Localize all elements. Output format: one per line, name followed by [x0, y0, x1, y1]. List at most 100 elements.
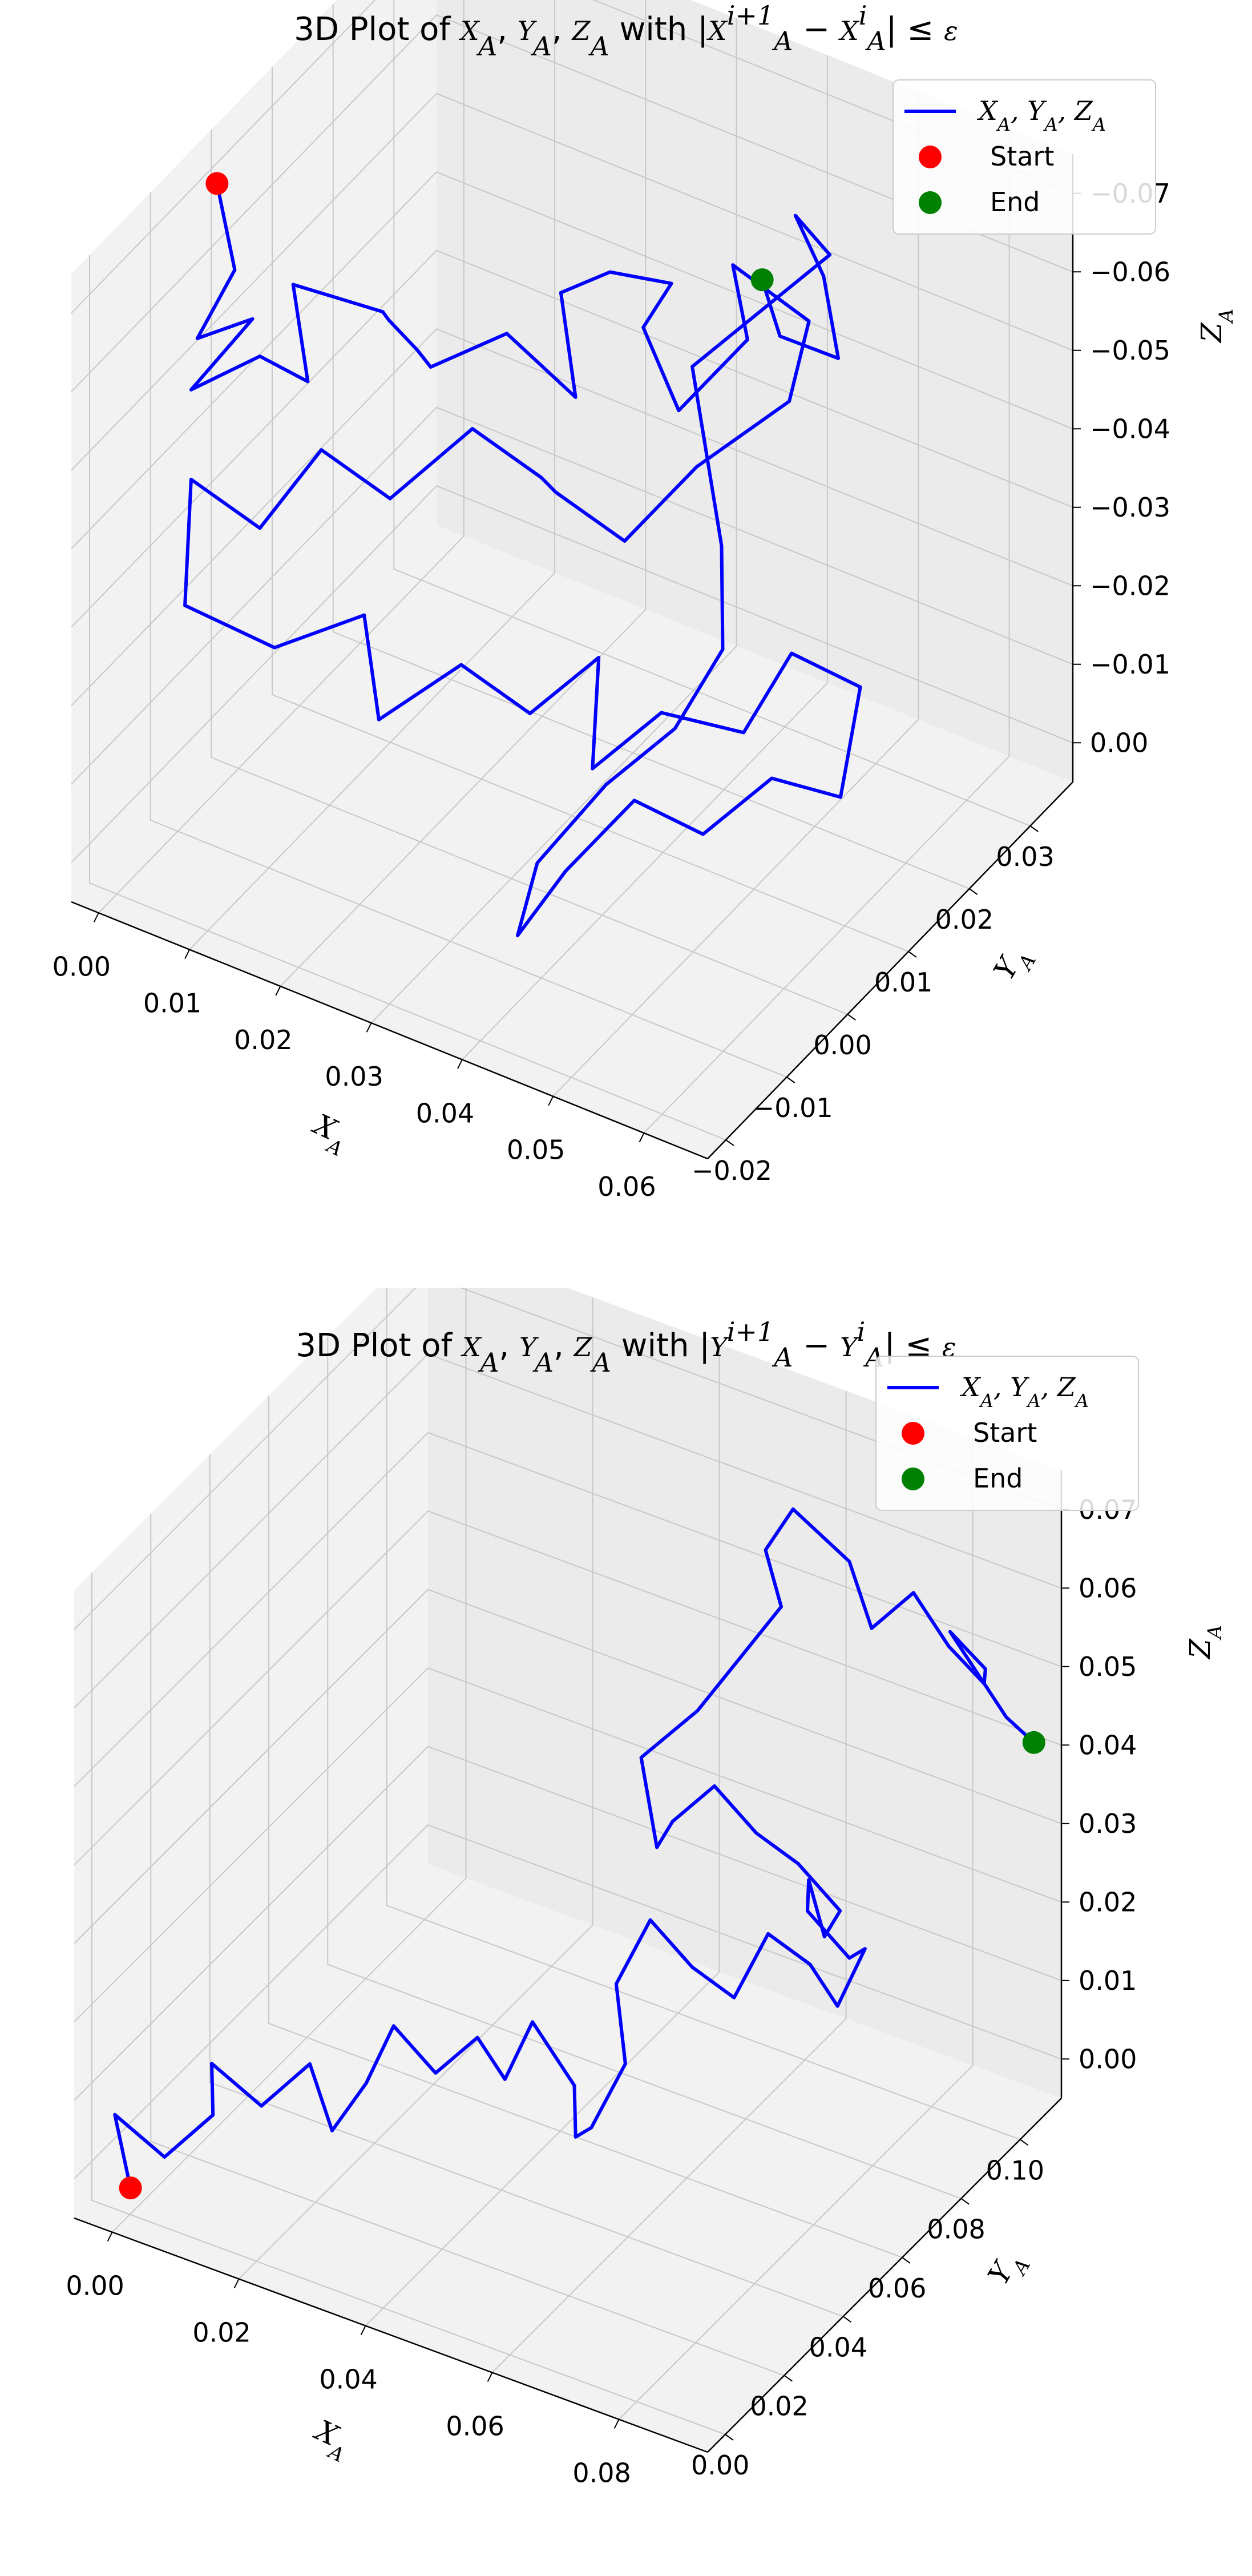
legend-label-end: End [973, 1463, 1023, 1494]
y-axis-label: YA [982, 2245, 1035, 2295]
grid-x-0 [111, 1288, 467, 2233]
z-axis-label: ZA [1184, 1625, 1226, 1660]
x-tick-label-2: 0.04 [319, 2364, 377, 2395]
grid-y-3 [272, 67, 909, 952]
series-line [113, 1507, 1035, 2188]
y-tick-mark-3 [908, 951, 917, 958]
grid-y-2 [211, 130, 848, 1015]
y-tick-label-3: 0.06 [868, 2273, 926, 2304]
x-tick-label-5: 0.05 [507, 1135, 565, 1166]
grid-y-4 [327, 1336, 962, 2199]
axis-lines [74, 1470, 1063, 2453]
grid-x-1 [189, 0, 556, 950]
x-tick-mark-0 [107, 2232, 113, 2242]
z-tick-label-5: −0.05 [1090, 335, 1170, 366]
grid-z-1 [74, 1745, 1062, 2101]
legend-end-swatch [902, 1468, 924, 1490]
x-axis-line [71, 901, 708, 1160]
y-tick-label-0: 0.00 [691, 2450, 749, 2481]
y-tick-mark-5 [1020, 2139, 1029, 2146]
legend-box [892, 79, 1156, 235]
end-marker [750, 268, 774, 292]
y-tick-label-3: 0.01 [874, 967, 932, 998]
legend-box [875, 1356, 1139, 1511]
start-marker [205, 172, 229, 195]
y-tick-mark-1 [786, 1077, 795, 1083]
back-pane-yz [71, 0, 437, 902]
legend: XA, YA, ZA Start End [892, 79, 1156, 235]
y-tick-label-1: −0.01 [753, 1093, 833, 1123]
grid-x-2 [365, 1344, 720, 2327]
z-tick-label-6: 0.06 [1079, 1573, 1137, 1603]
grid-y-0 [91, 1573, 726, 2435]
chart-title: 3D Plot of XA, YA, ZA with |Xi+1A − XiA|… [294, 0, 958, 62]
legend: XA, YA, ZA Start End [875, 1356, 1139, 1511]
grid-z-2 [71, 328, 1073, 706]
grid-y-5 [393, 0, 1031, 827]
legend-label-start: Start [973, 1417, 1037, 1448]
y-tick-label-4: 0.02 [935, 904, 993, 935]
x-tick-mark-0 [93, 912, 99, 922]
y-tick-label-2: 0.04 [809, 2332, 867, 2363]
legend-label-series: XA, YA, ZA [977, 95, 1106, 135]
x-tick-mark-5 [548, 1096, 554, 1106]
y-tick-label-4: 0.08 [927, 2214, 985, 2245]
chart-2-svg: 0.000.020.040.060.08 0.000.020.040.060.08… [66, 1288, 1226, 2489]
legend-end-swatch [919, 191, 942, 214]
x-tick-label-2: 0.02 [234, 1025, 292, 1055]
floor-pane [74, 1864, 1061, 2452]
grid-y-1 [150, 1513, 785, 2376]
tick-labels: 0.00 0.01 0.02 0.03 0.04 0.05 0.06 −0.02 −0.01 0.… [52, 178, 1170, 1202]
x-tick-mark-3 [487, 2372, 493, 2383]
x-tick-mark-2 [275, 986, 281, 996]
y-tick-mark-3 [902, 2257, 911, 2264]
y-tick-mark-1 [783, 2375, 793, 2382]
x-tick-mark-3 [366, 1022, 372, 1033]
legend-label-start: Start [990, 141, 1054, 172]
x-tick-label-1: 0.01 [143, 988, 201, 1019]
z-tick-label-1: 0.01 [1079, 1965, 1137, 1996]
grid-y-0 [89, 255, 726, 1140]
legend-label-series: XA, YA, ZA [960, 1372, 1089, 1412]
grid-x-1 [238, 1297, 593, 2280]
grid-y-5 [386, 1288, 1021, 2140]
y-tick-label-1: 0.02 [750, 2391, 808, 2422]
grid-z-1 [71, 406, 1073, 785]
grid-y-3 [268, 1396, 903, 2258]
x-tick-label-0: 0.00 [52, 951, 111, 982]
z-tick-label-4: −0.04 [1090, 413, 1170, 444]
y-tick-label-5: 0.03 [996, 841, 1054, 872]
y-tick-mark-0 [725, 2434, 734, 2441]
legend-start-swatch [902, 1422, 924, 1445]
grid-z-7 [74, 1288, 1062, 1630]
y-tick-label-5: 0.10 [986, 2155, 1044, 2186]
grid-x-6 [643, 128, 1010, 1134]
x-tick-mark-1 [233, 2279, 240, 2289]
x-tick-label-4: 0.04 [416, 1098, 474, 1128]
grid-z-5 [71, 92, 1073, 471]
z-tick-label-2: 0.02 [1079, 1886, 1137, 1917]
x-tick-label-3: 0.06 [446, 2411, 504, 2442]
z-tick-label-3: −0.03 [1090, 492, 1170, 523]
grid-lines [71, 0, 1073, 1140]
series-line [183, 183, 862, 938]
grid-x-3 [370, 18, 737, 1023]
x-tick-label-3: 0.03 [325, 1061, 383, 1092]
y-axis-label: YA [987, 940, 1041, 990]
chart-1: 0.00 0.01 0.02 0.03 0.04 0.05 0.06 −0.02 −0.01 0.… [52, 0, 1238, 1202]
y-tick-label-0: −0.02 [692, 1155, 772, 1186]
grid-z-4 [74, 1510, 1062, 1866]
x-tick-mark-4 [457, 1059, 463, 1069]
x-tick-mark-2 [360, 2325, 366, 2336]
grid-z-0 [71, 485, 1073, 863]
y-tick-mark-2 [843, 2316, 852, 2323]
z-tick-label-5: 0.05 [1079, 1651, 1137, 1682]
y-tick-mark-5 [1029, 825, 1039, 832]
y-tick-mark-4 [960, 2198, 970, 2205]
z-tick-label-3: 0.03 [1079, 1808, 1137, 1839]
y-tick-mark-4 [969, 888, 978, 895]
grid-x-3 [491, 1390, 847, 2373]
grid-y-1 [150, 192, 787, 1078]
grid-y-2 [209, 1454, 844, 2317]
x-tick-label-6: 0.06 [597, 1171, 656, 1202]
